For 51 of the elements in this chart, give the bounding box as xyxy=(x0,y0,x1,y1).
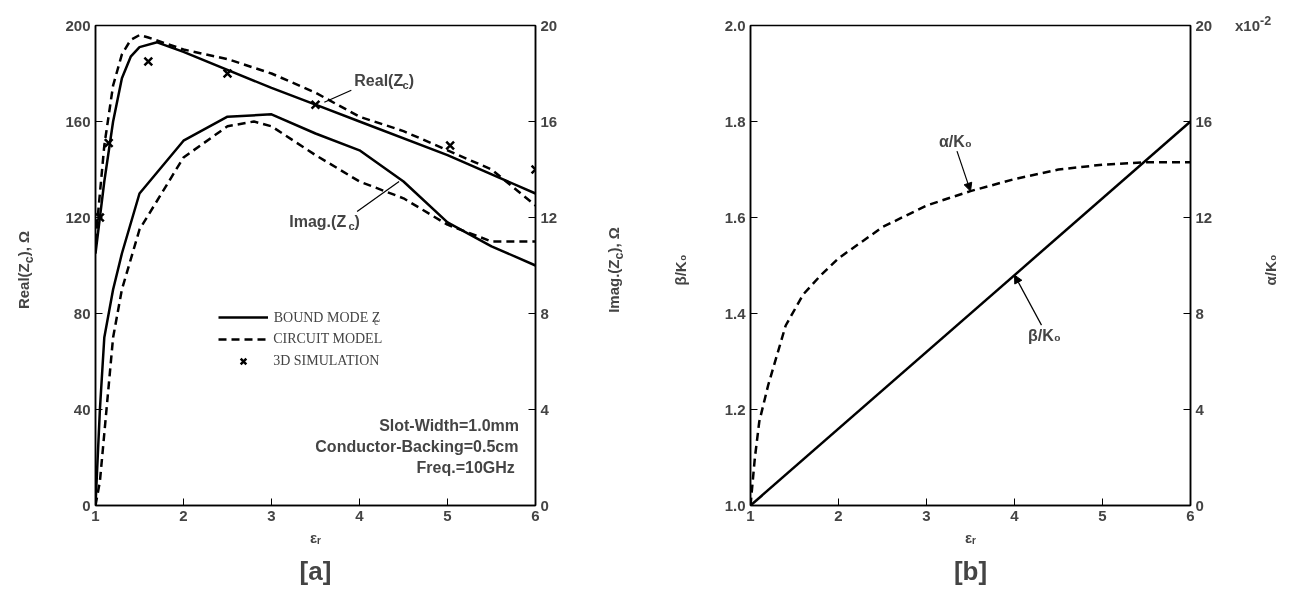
y2-tick-label: 0 xyxy=(1195,496,1204,514)
y-tick-label: 40 xyxy=(73,400,91,418)
y-tick-label: 1.4 xyxy=(724,304,747,322)
annotation: Conductor-Backing=0.5cm xyxy=(315,438,519,455)
y2-tick-label: 8 xyxy=(1195,304,1204,322)
x-axis-title: εᵣ xyxy=(965,528,977,546)
y-tick-label: 0 xyxy=(82,496,91,514)
x-tick-label: 4 xyxy=(355,506,365,524)
y-tick-label: 2.0 xyxy=(724,16,746,34)
y2-tick-label: 20 xyxy=(1195,16,1213,34)
text: [b] xyxy=(953,555,988,586)
x-tick-label: 1 xyxy=(91,506,100,524)
x-tick-label: 2 xyxy=(179,506,188,524)
y2-axis-title: α/K₀ xyxy=(1261,254,1279,286)
y-tick-label: 160 xyxy=(65,112,91,130)
y2-tick-label: 12 xyxy=(1195,208,1213,226)
x-tick-label: 5 xyxy=(443,506,452,524)
x-tick-label: 6 xyxy=(531,506,540,524)
legend-label: CIRCUIT MODEL xyxy=(273,329,383,348)
annotation: Freq.=10GHz xyxy=(416,459,515,476)
annotation: Slot-Width=1.0mm xyxy=(379,417,520,434)
y-axis-title: β/K₀ xyxy=(671,254,689,286)
y2-tick-label: 16 xyxy=(1195,112,1213,130)
y2-tick-label: 20 xyxy=(540,16,558,34)
legend-label: 3D SIMULATION xyxy=(273,351,380,370)
y2-tick-label: 12 xyxy=(540,208,558,226)
y-tick-label: 1.2 xyxy=(724,400,746,418)
y2-tick-label: 4 xyxy=(1195,400,1205,418)
x-tick-label: 6 xyxy=(1186,506,1195,524)
y-tick-label: 1.6 xyxy=(724,208,746,226)
y-tick-label: 200 xyxy=(65,16,91,34)
x-tick-label: 3 xyxy=(267,506,276,524)
x-axis-title: εᵣ xyxy=(310,528,322,546)
y-tick-label: 120 xyxy=(65,208,91,226)
y-tick-label: 1.8 xyxy=(724,112,746,130)
y2-tick-label: 4 xyxy=(540,400,550,418)
text: x10$^{-2}$ xyxy=(1235,14,1272,34)
legend-label: BOUND MODE Zc xyxy=(273,309,381,327)
x-tick-label: 4 xyxy=(1010,506,1020,524)
y-tick-label: 1.0 xyxy=(724,496,746,514)
annotation: α/K₀ xyxy=(939,132,973,150)
text: [a] xyxy=(299,555,332,586)
annotation: β/K₀ xyxy=(1028,326,1061,344)
x-tick-label: 2 xyxy=(834,506,843,524)
x-tick-label: 1 xyxy=(746,506,755,524)
y-tick-label: 80 xyxy=(73,304,91,322)
x-tick-label: 5 xyxy=(1098,506,1107,524)
x-tick-label: 3 xyxy=(922,506,931,524)
y2-tick-label: 0 xyxy=(540,496,549,514)
y2-tick-label: 8 xyxy=(540,304,549,322)
y2-tick-label: 16 xyxy=(540,112,558,130)
